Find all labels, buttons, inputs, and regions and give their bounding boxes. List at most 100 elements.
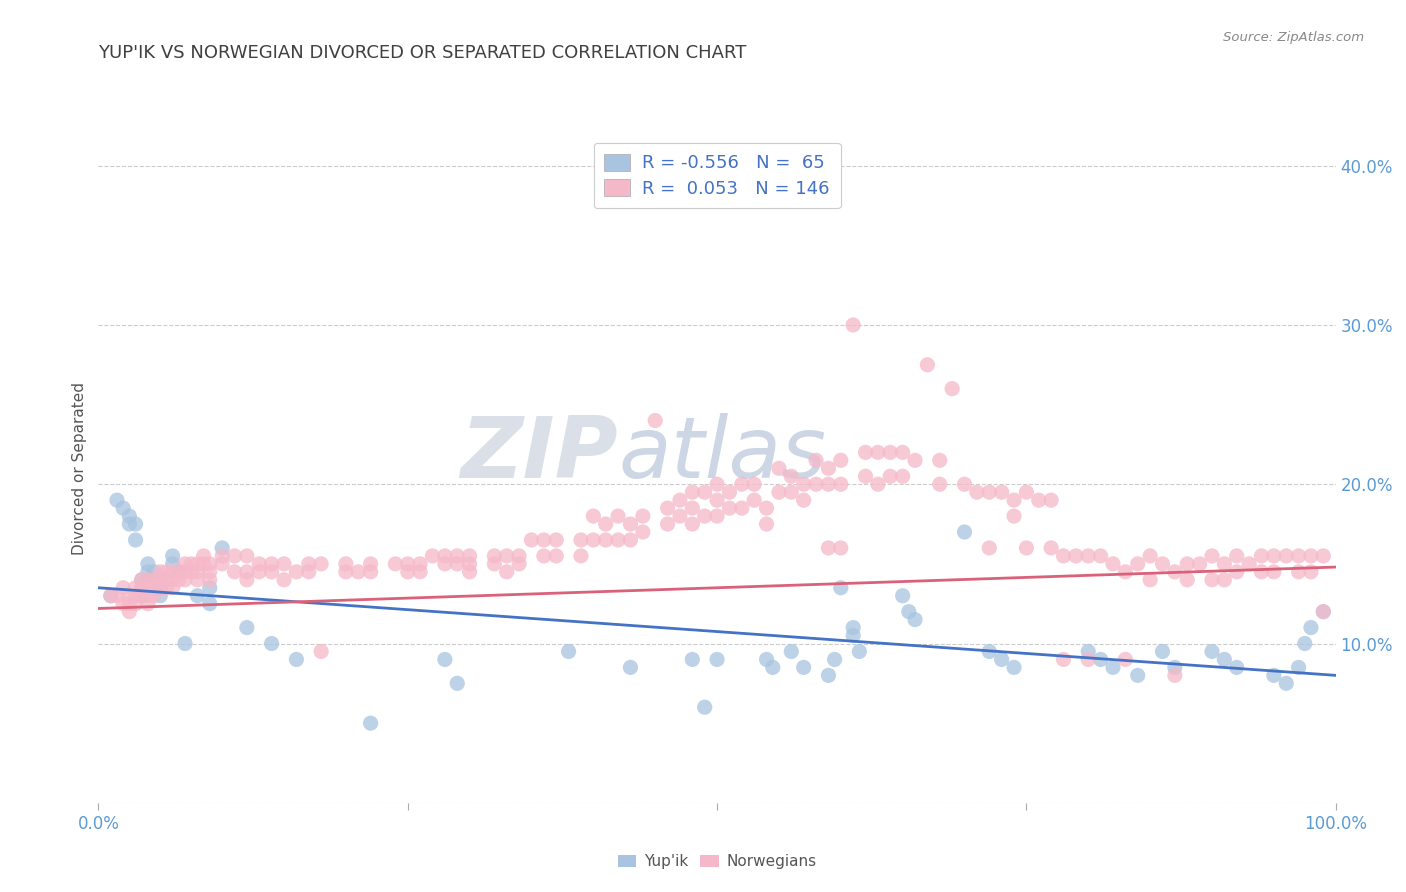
- Point: [917, 358, 939, 372]
- Point: [1299, 549, 1322, 563]
- Point: [162, 565, 184, 579]
- Point: [793, 477, 815, 491]
- Point: [211, 541, 233, 555]
- Point: [1164, 668, 1187, 682]
- Point: [131, 581, 153, 595]
- Point: [112, 501, 135, 516]
- Point: [174, 565, 197, 579]
- Point: [1164, 565, 1187, 579]
- Point: [607, 509, 630, 524]
- Point: [458, 549, 481, 563]
- Point: [124, 589, 146, 603]
- Point: [211, 557, 233, 571]
- Point: [1275, 549, 1298, 563]
- Point: [855, 469, 877, 483]
- Point: [891, 589, 914, 603]
- Point: [1139, 549, 1161, 563]
- Point: [198, 565, 221, 579]
- Point: [1040, 541, 1063, 555]
- Point: [762, 660, 785, 674]
- Point: [904, 453, 927, 467]
- Point: [236, 621, 259, 635]
- Point: [360, 557, 382, 571]
- Legend: Yup'ik, Norwegians: Yup'ik, Norwegians: [612, 848, 823, 875]
- Point: [681, 517, 703, 532]
- Point: [768, 461, 790, 475]
- Point: [396, 557, 419, 571]
- Point: [260, 557, 283, 571]
- Point: [180, 565, 202, 579]
- Point: [193, 549, 215, 563]
- Point: [198, 597, 221, 611]
- Point: [136, 557, 159, 571]
- Point: [124, 597, 146, 611]
- Point: [143, 565, 166, 579]
- Point: [928, 477, 950, 491]
- Point: [928, 453, 950, 467]
- Point: [143, 581, 166, 595]
- Point: [1226, 565, 1249, 579]
- Point: [718, 501, 741, 516]
- Point: [167, 573, 190, 587]
- Point: [897, 605, 920, 619]
- Point: [842, 621, 865, 635]
- Point: [582, 533, 605, 547]
- Point: [830, 581, 852, 595]
- Point: [824, 652, 846, 666]
- Point: [118, 589, 141, 603]
- Point: [855, 445, 877, 459]
- Point: [149, 581, 172, 595]
- Point: [817, 477, 839, 491]
- Point: [520, 533, 543, 547]
- Point: [409, 557, 432, 571]
- Text: atlas: atlas: [619, 413, 827, 497]
- Point: [422, 549, 444, 563]
- Point: [508, 557, 530, 571]
- Point: [1213, 557, 1236, 571]
- Point: [384, 557, 406, 571]
- Point: [1164, 660, 1187, 674]
- Point: [211, 549, 233, 563]
- Point: [966, 485, 988, 500]
- Point: [1015, 485, 1038, 500]
- Point: [842, 628, 865, 642]
- Point: [557, 644, 579, 658]
- Point: [1188, 557, 1211, 571]
- Point: [1126, 557, 1149, 571]
- Point: [1312, 605, 1334, 619]
- Point: [174, 557, 197, 571]
- Point: [1294, 636, 1316, 650]
- Point: [1263, 565, 1285, 579]
- Point: [1263, 549, 1285, 563]
- Point: [236, 573, 259, 587]
- Point: [162, 557, 184, 571]
- Point: [1052, 652, 1074, 666]
- Point: [631, 524, 654, 539]
- Point: [309, 644, 332, 658]
- Point: [1002, 660, 1025, 674]
- Point: [1250, 565, 1272, 579]
- Point: [105, 493, 128, 508]
- Point: [1312, 549, 1334, 563]
- Point: [879, 469, 901, 483]
- Point: [1288, 565, 1310, 579]
- Point: [693, 485, 716, 500]
- Point: [118, 517, 141, 532]
- Point: [1077, 644, 1099, 658]
- Point: [273, 557, 295, 571]
- Point: [1152, 557, 1174, 571]
- Text: Source: ZipAtlas.com: Source: ZipAtlas.com: [1223, 31, 1364, 45]
- Point: [866, 477, 889, 491]
- Point: [817, 461, 839, 475]
- Point: [1263, 668, 1285, 682]
- Point: [1040, 493, 1063, 508]
- Point: [1126, 668, 1149, 682]
- Point: [1175, 573, 1198, 587]
- Point: [742, 493, 765, 508]
- Point: [830, 541, 852, 555]
- Point: [842, 318, 865, 332]
- Point: [1213, 652, 1236, 666]
- Point: [706, 493, 728, 508]
- Point: [508, 549, 530, 563]
- Point: [631, 509, 654, 524]
